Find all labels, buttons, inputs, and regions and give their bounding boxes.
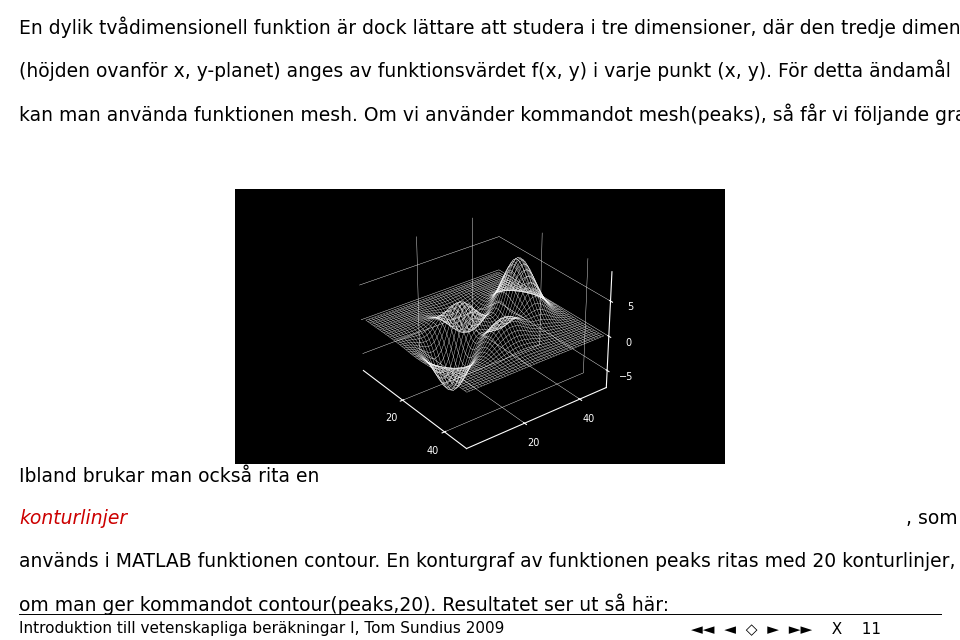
Text: , som sammanbinder punkter i x, y-planet, där funktionsvärdena är lika. För att : , som sammanbinder punkter i x, y-planet… [905, 509, 960, 529]
Text: Ibland brukar man också rita en: Ibland brukar man också rita en [19, 467, 325, 486]
Text: ◄◄  ◄  ◇  ►  ►►    X    11: ◄◄ ◄ ◇ ► ►► X 11 [691, 621, 881, 636]
Text: om man ger kommandot contour(peaks,20). Resultatet ser ut så här:: om man ger kommandot contour(peaks,20). … [19, 594, 669, 616]
Text: används i MATLAB funktionen contour. En konturgraf av funktionen peaks ritas med: används i MATLAB funktionen contour. En … [19, 552, 956, 571]
Text: konturlinjer: konturlinjer [19, 509, 128, 529]
Text: (höjden ovanför x, y-planet) anges av funktionsvärdet f(x, y) i varje punkt (x, : (höjden ovanför x, y-planet) anges av fu… [19, 60, 951, 81]
Text: Introduktion till vetenskapliga beräkningar I, Tom Sundius 2009: Introduktion till vetenskapliga beräknin… [19, 621, 505, 636]
Text: En dylik tvådimensionell funktion är dock lättare att studera i tre dimensioner,: En dylik tvådimensionell funktion är doc… [19, 16, 960, 38]
Text: kan man använda funktionen mesh. Om vi använder kommandot mesh(peaks), så får vi: kan man använda funktionen mesh. Om vi a… [19, 103, 960, 125]
